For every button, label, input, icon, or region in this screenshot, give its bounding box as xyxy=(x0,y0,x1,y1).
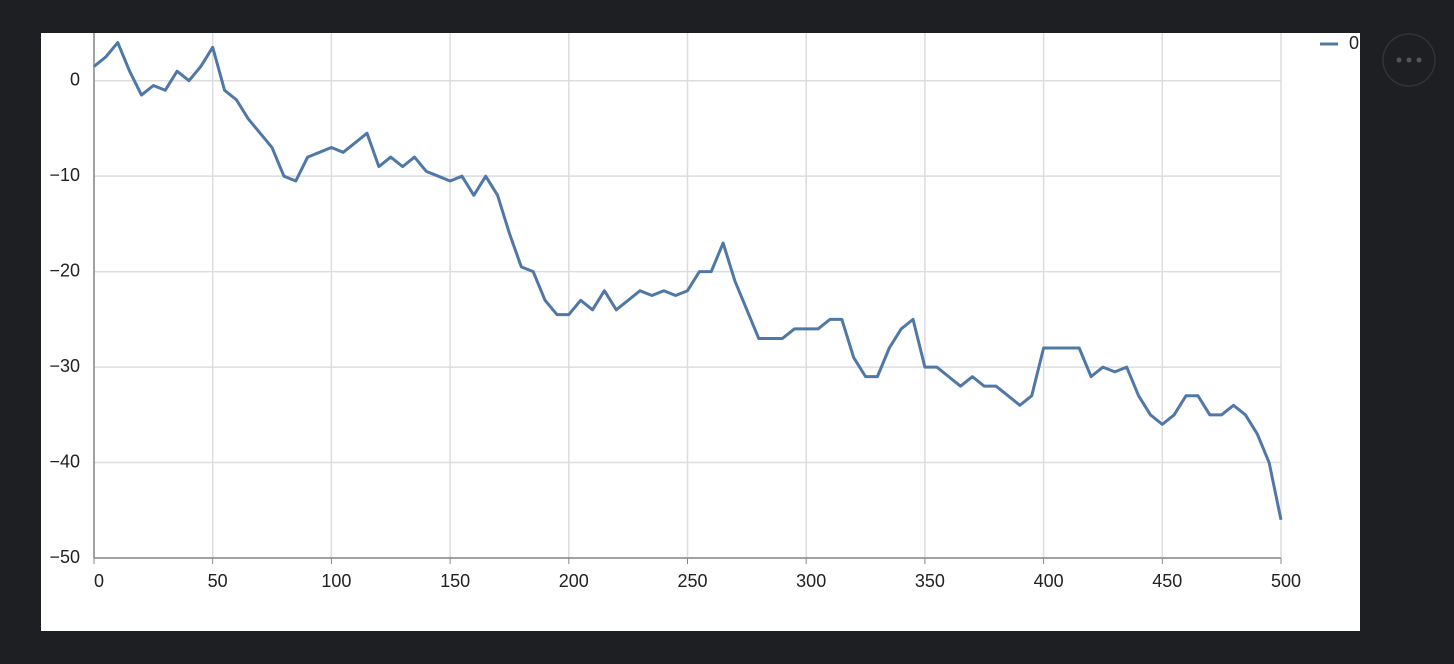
more-button[interactable] xyxy=(1382,33,1436,87)
x-tick-label: 350 xyxy=(915,571,945,591)
x-tick-label: 300 xyxy=(796,571,826,591)
legend-label: 0 xyxy=(1349,33,1359,53)
x-tick-label: 150 xyxy=(440,571,470,591)
x-tick-label: 100 xyxy=(321,571,351,591)
x-tick-label: 50 xyxy=(208,571,228,591)
x-tick-label: 250 xyxy=(677,571,707,591)
more-dot xyxy=(1406,57,1412,63)
x-tick-label: 450 xyxy=(1152,571,1182,591)
y-tick-label: −20 xyxy=(49,260,80,280)
y-tick-label: 0 xyxy=(70,69,80,89)
y-tick-label: −30 xyxy=(49,356,80,376)
x-tick-label: 500 xyxy=(1271,571,1301,591)
y-tick-label: −10 xyxy=(49,165,80,185)
y-tick-label: −50 xyxy=(49,547,80,567)
x-tick-label: 200 xyxy=(559,571,589,591)
more-dot xyxy=(1396,57,1402,63)
y-tick-label: −40 xyxy=(49,451,80,471)
x-tick-label: 400 xyxy=(1034,571,1064,591)
data-line xyxy=(93,41,1283,521)
more-dot xyxy=(1416,57,1422,63)
x-tick-label: 0 xyxy=(94,571,104,591)
